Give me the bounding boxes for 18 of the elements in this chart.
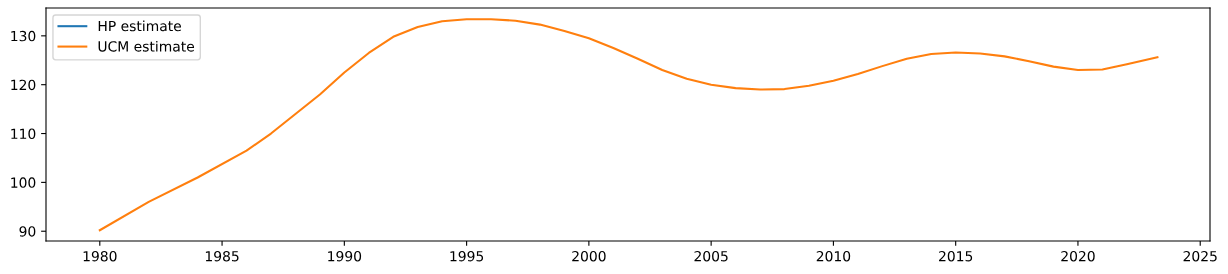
x-tick-label: 1985 (205, 250, 239, 262)
x-tick-label: 1995 (450, 250, 484, 262)
x-tick-label: 2010 (816, 250, 851, 262)
y-tick-label: 130 (11, 30, 36, 42)
y-tick-label: 120 (11, 79, 36, 91)
y-tick-label: 90 (19, 226, 36, 237)
y-tick-label: 100 (11, 177, 36, 188)
x-tick-label: 2000 (572, 250, 606, 262)
x-tick-label: 1980 (83, 250, 117, 262)
line-series (98, 18, 1159, 232)
x-tick-label: 2025 (1183, 250, 1217, 262)
x-tick-label: 2015 (939, 250, 973, 262)
y-tick-label: 110 (11, 128, 36, 140)
x-tick-label: 2020 (1061, 250, 1095, 262)
legend-label: HP estimate (98, 20, 181, 32)
x-tick-label: 2005 (694, 250, 728, 262)
legend-label: UCM estimate (98, 40, 195, 52)
x-tick-label: 1990 (328, 250, 362, 262)
